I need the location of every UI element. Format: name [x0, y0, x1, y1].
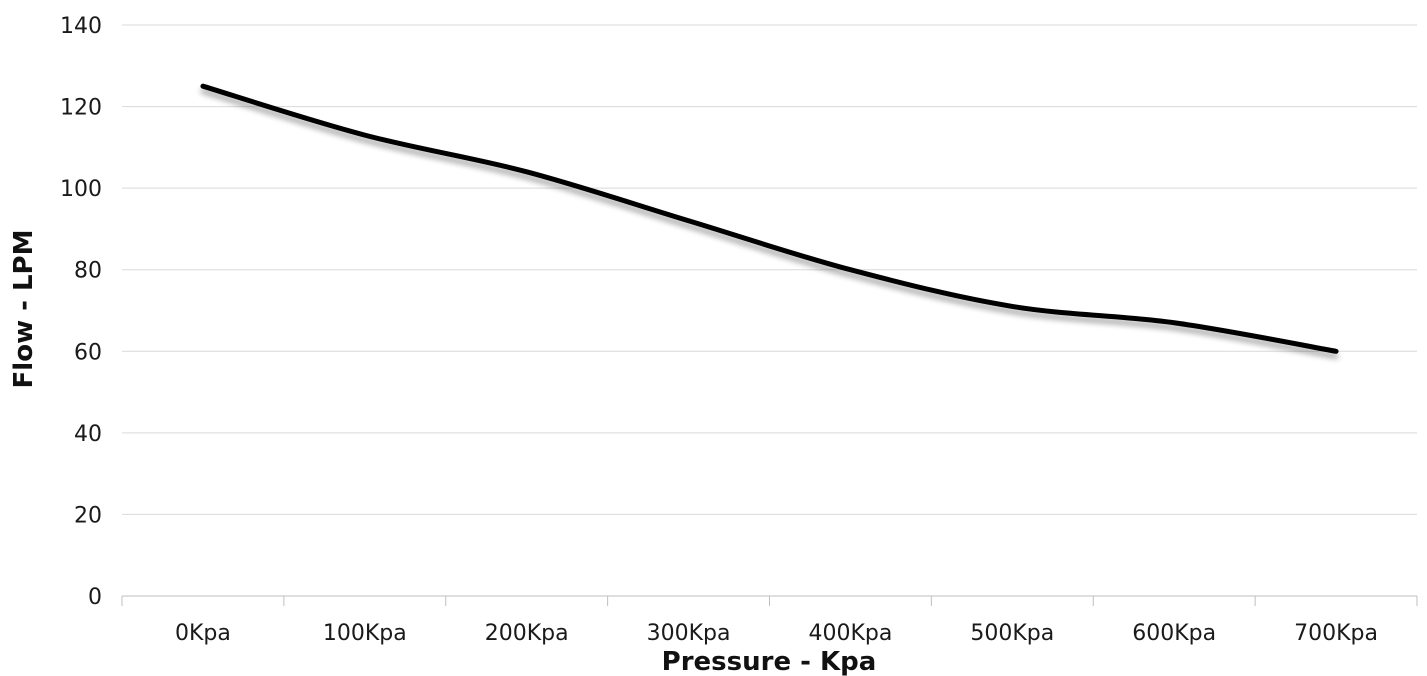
y-tick-label: 0 [88, 585, 102, 610]
data-point [1171, 320, 1177, 326]
data-point [847, 267, 853, 273]
data-point [686, 218, 692, 224]
y-tick-label: 140 [60, 14, 102, 39]
data-point [200, 83, 206, 89]
data-point [1333, 348, 1339, 354]
series-group [200, 83, 1339, 354]
x-tick-label: 200Kpa [485, 621, 569, 646]
x-tick-label: 100Kpa [323, 621, 407, 646]
y-tick-label: 80 [74, 259, 102, 284]
gridlines [122, 24, 1417, 515]
y-tick-label: 60 [74, 340, 102, 365]
x-tick-labels: 0Kpa 100Kpa 200Kpa 300Kpa 400Kpa 500Kpa 600Kpa… [175, 621, 1378, 646]
x-tick-label: 400Kpa [809, 621, 893, 646]
y-tick-label: 120 [60, 96, 102, 121]
axes [121, 595, 1418, 606]
y-tick-label: 100 [60, 177, 102, 202]
x-tick-label: 600Kpa [1132, 621, 1216, 646]
x-tick-label: 500Kpa [970, 621, 1054, 646]
y-tick-label: 40 [74, 422, 102, 447]
data-point [362, 132, 368, 138]
y-tick-label: 20 [74, 503, 102, 528]
x-axis-title: Pressure - Kpa [662, 647, 877, 676]
x-tick-label: 700Kpa [1294, 621, 1378, 646]
data-point [1009, 303, 1015, 309]
series-line [200, 83, 1339, 354]
x-tick-label: 0Kpa [175, 621, 231, 646]
y-tick-labels: 0 20 40 60 80 100 120 140 [60, 14, 102, 610]
data-point [524, 169, 530, 175]
x-tick-label: 300Kpa [647, 621, 731, 646]
y-axis-title: Flow - LPM [9, 230, 39, 389]
